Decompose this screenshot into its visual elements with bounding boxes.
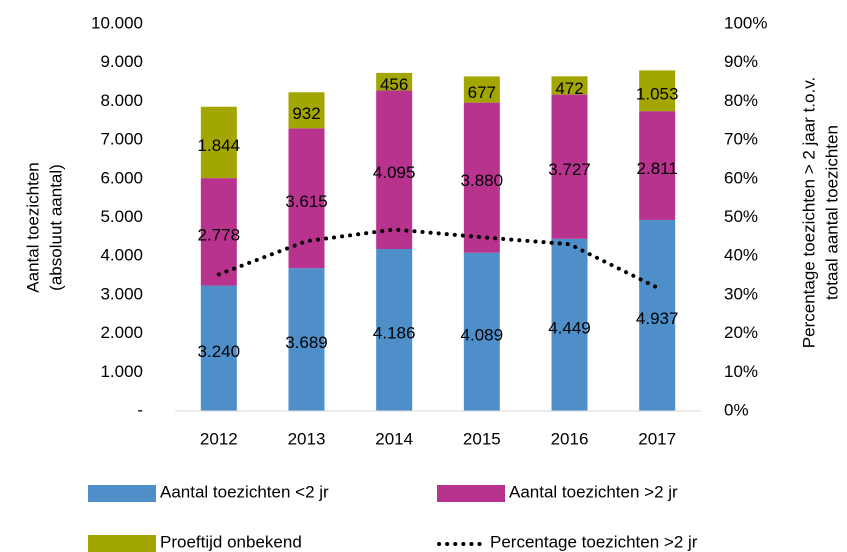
y2-tick-label: 90% [724,52,758,71]
y2-tick-label: 30% [724,284,758,303]
value-label: 3.240 [198,342,241,361]
value-label: 4.186 [373,323,416,342]
bar-segment [463,252,500,411]
y2-tick-label: 60% [724,168,758,187]
y2-axis-label: totaal aantal toezichten [822,125,841,300]
value-label: 2.811 [637,159,678,178]
legend-item: Aantal toezichten <2 jr [88,482,329,502]
y2-tick-label: 0% [724,400,749,419]
bar-segment [639,219,676,411]
bar-segment [551,238,588,411]
value-label: 932 [292,104,320,123]
legend-label: Percentage toezichten >2 jr [490,532,698,551]
y-tick-label: 1.000 [100,362,143,381]
value-label: 3.689 [285,333,328,352]
y2-axis-label: Percentage toezichten > 2 jaar t.o.v. [799,77,818,348]
y2-tick-label: 70% [724,130,758,149]
bar-segment [376,90,413,250]
value-label: 456 [380,75,408,94]
legend-item: Proeftijd onbekend [88,532,302,552]
value-label: 4.095 [373,163,416,182]
value-label: 3.615 [285,192,328,211]
bar-segment [200,178,237,286]
bar-segment [200,285,237,411]
bar-segment [551,76,588,95]
value-label: 4.449 [548,318,591,337]
legend-swatch [88,485,156,502]
bar-segment [463,76,500,103]
x-tick-label: 2015 [463,429,501,448]
x-tick-label: 2017 [638,429,676,448]
legend-label: Proeftijd onbekend [160,532,302,551]
value-label: 2.778 [198,225,241,244]
value-label: 472 [555,79,583,98]
y-axis-label: (absoluut aantal) [46,164,65,291]
value-label: 3.727 [548,160,591,179]
y-tick-label: 2.000 [100,323,143,342]
y-tick-label: 10.000 [91,13,143,32]
legend-label: Aantal toezichten <2 jr [160,482,329,501]
legend-swatch [437,485,505,502]
value-label: 4.937 [636,309,679,328]
y2-tick-label: 10% [724,362,758,381]
value-label: 1.844 [198,136,241,155]
bar-segment [639,111,676,220]
x-tick-label: 2014 [375,429,413,448]
x-tick-label: 2013 [288,429,326,448]
y2-tick-label: 100% [724,13,767,32]
y2-tick-label: 40% [724,246,758,265]
value-label: 4.089 [461,325,504,344]
y2-tick-label: 50% [724,207,758,226]
x-tick-label: 2012 [200,429,238,448]
value-label: 677 [468,83,496,102]
bar-segment [376,249,413,411]
legend-swatch [88,535,156,552]
y-tick-label: 8.000 [100,91,143,110]
legend-item: Aantal toezichten >2 jr [437,482,678,502]
y-tick-label: 5.000 [100,207,143,226]
y-tick-label: 3.000 [100,284,143,303]
value-label: 3.880 [461,171,504,190]
bar-segment [376,72,413,91]
y-tick-label: 7.000 [100,130,143,149]
value-label: 1.053 [636,84,679,103]
legend-item: Percentage toezichten >2 jr [437,532,698,551]
bar-segment [200,106,237,179]
bar-segment [288,92,325,129]
y2-tick-label: 80% [724,91,758,110]
y-tick-label: 4.000 [100,246,143,265]
bar-segment [551,94,588,239]
legend-label: Aantal toezichten >2 jr [509,482,678,501]
bar-segment [288,268,325,411]
percentage-line [216,227,660,290]
x-tick-label: 2016 [551,429,589,448]
y-tick-label: 6.000 [100,168,143,187]
bar-segment [639,70,676,112]
bar-segment [463,102,500,253]
y-axis-label: Aantal toezichten [23,162,42,292]
y-tick-label: 9.000 [100,52,143,71]
y-tick-label: - [137,400,143,419]
y2-tick-label: 20% [724,323,758,342]
